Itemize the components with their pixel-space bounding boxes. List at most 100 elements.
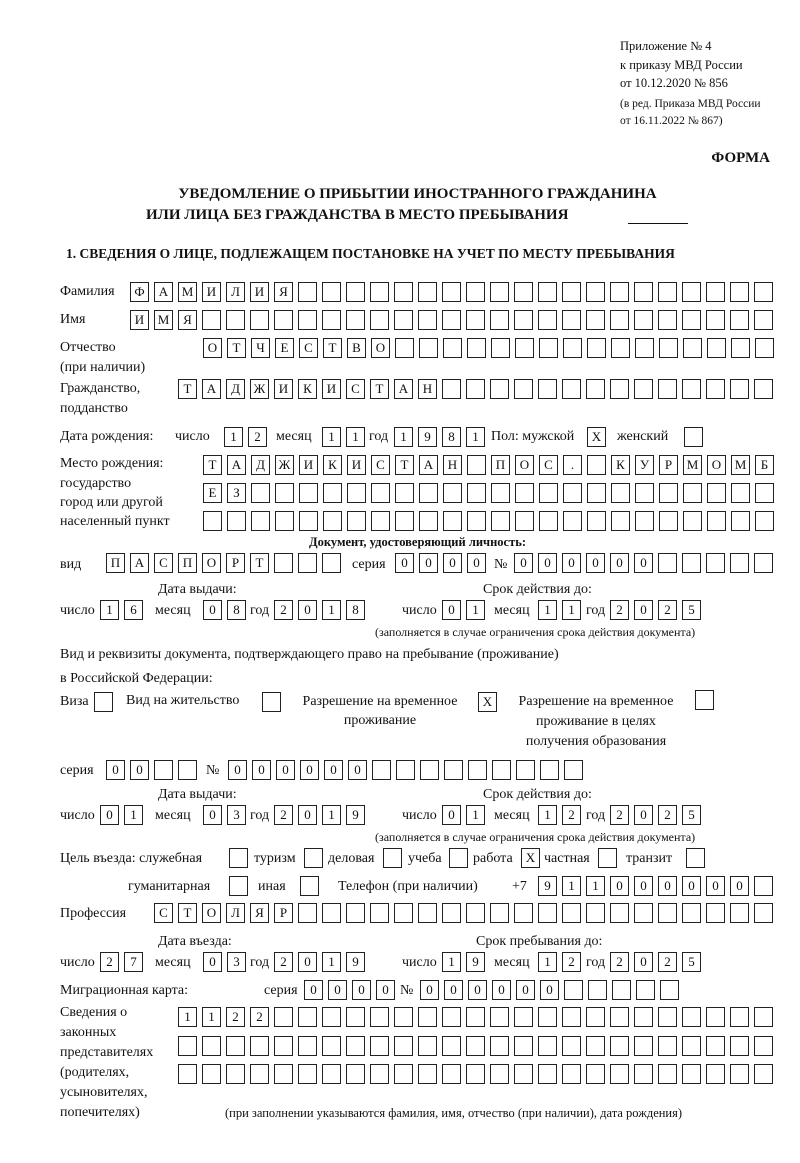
letter-box[interactable] (635, 338, 654, 358)
letter-box[interactable] (274, 553, 293, 573)
letter-box[interactable] (449, 848, 468, 868)
letter-box[interactable] (372, 760, 391, 780)
letter-box[interactable] (706, 379, 725, 399)
letter-box[interactable] (490, 310, 509, 330)
letter-box[interactable] (754, 282, 773, 302)
letter-box[interactable]: С (299, 338, 318, 358)
letter-box[interactable] (563, 483, 582, 503)
letter-box[interactable] (586, 282, 605, 302)
letter-box[interactable] (612, 980, 631, 1000)
letter-box[interactable]: И (250, 282, 269, 302)
letter-box[interactable] (610, 1007, 629, 1027)
letter-box[interactable] (514, 282, 533, 302)
letter-box[interactable]: 1 (322, 600, 341, 620)
letter-box[interactable] (468, 760, 487, 780)
letter-box[interactable] (538, 282, 557, 302)
letter-box[interactable] (707, 483, 726, 503)
letter-box[interactable] (394, 903, 413, 923)
letter-box[interactable] (370, 1036, 389, 1056)
letter-box[interactable] (394, 1064, 413, 1084)
letter-box[interactable]: 0 (682, 876, 701, 896)
letter-box[interactable]: 0 (203, 600, 222, 620)
letter-box[interactable] (394, 282, 413, 302)
letter-box[interactable] (611, 338, 630, 358)
letter-box[interactable] (730, 1064, 749, 1084)
letter-box[interactable] (707, 338, 726, 358)
letter-box[interactable] (492, 760, 511, 780)
letter-box[interactable]: 0 (730, 876, 749, 896)
letter-box[interactable]: О (515, 455, 534, 475)
letter-box[interactable] (514, 903, 533, 923)
letter-box[interactable] (394, 310, 413, 330)
letter-box[interactable] (587, 338, 606, 358)
letter-box[interactable] (304, 848, 323, 868)
letter-box[interactable] (682, 1007, 701, 1027)
letter-box[interactable] (418, 1007, 437, 1027)
letter-box[interactable] (322, 1036, 341, 1056)
letter-box[interactable] (755, 511, 774, 531)
letter-box[interactable] (322, 310, 341, 330)
letter-box[interactable] (491, 511, 510, 531)
letter-box[interactable]: Р (659, 455, 678, 475)
letter-box[interactable] (634, 310, 653, 330)
letter-box[interactable] (695, 690, 714, 710)
letter-box[interactable]: А (227, 455, 246, 475)
letter-box[interactable] (730, 1007, 749, 1027)
letter-box[interactable]: К (298, 379, 317, 399)
letter-box[interactable] (634, 379, 653, 399)
letter-box[interactable] (370, 903, 389, 923)
letter-box[interactable]: 0 (252, 760, 271, 780)
letter-box[interactable] (706, 1007, 725, 1027)
letter-box[interactable]: С (346, 379, 365, 399)
letter-box[interactable]: 0 (634, 876, 653, 896)
letter-box[interactable] (515, 511, 534, 531)
letter-box[interactable] (202, 1064, 221, 1084)
letter-box[interactable]: Р (226, 553, 245, 573)
letter-box[interactable] (587, 511, 606, 531)
letter-box[interactable] (490, 1007, 509, 1027)
letter-box[interactable] (347, 511, 366, 531)
letter-box[interactable] (564, 760, 583, 780)
letter-box[interactable] (635, 483, 654, 503)
letter-box[interactable]: X (478, 692, 497, 712)
letter-box[interactable] (466, 903, 485, 923)
letter-box[interactable] (418, 1064, 437, 1084)
letter-box[interactable]: Ф (130, 282, 149, 302)
letter-box[interactable]: С (154, 553, 173, 573)
letter-box[interactable]: О (371, 338, 390, 358)
letter-box[interactable] (227, 511, 246, 531)
letter-box[interactable] (322, 903, 341, 923)
letter-box[interactable]: 0 (706, 876, 725, 896)
letter-box[interactable]: 1 (466, 427, 485, 447)
letter-box[interactable] (539, 511, 558, 531)
letter-box[interactable] (442, 1064, 461, 1084)
letter-box[interactable]: 1 (466, 600, 485, 620)
letter-box[interactable] (755, 483, 774, 503)
letter-box[interactable] (394, 1007, 413, 1027)
letter-box[interactable] (658, 1007, 677, 1027)
letter-box[interactable] (586, 903, 605, 923)
letter-box[interactable]: 0 (634, 805, 653, 825)
letter-box[interactable] (226, 310, 245, 330)
letter-box[interactable] (682, 310, 701, 330)
letter-box[interactable] (514, 1007, 533, 1027)
letter-box[interactable] (274, 310, 293, 330)
letter-box[interactable]: 0 (298, 600, 317, 620)
letter-box[interactable] (731, 338, 750, 358)
letter-box[interactable]: 2 (562, 805, 581, 825)
letter-box[interactable] (203, 511, 222, 531)
letter-box[interactable] (491, 483, 510, 503)
letter-box[interactable]: М (154, 310, 173, 330)
letter-box[interactable] (730, 1036, 749, 1056)
letter-box[interactable]: М (178, 282, 197, 302)
letter-box[interactable]: 5 (682, 952, 701, 972)
letter-box[interactable]: О (202, 553, 221, 573)
letter-box[interactable]: 0 (276, 760, 295, 780)
letter-box[interactable]: 1 (394, 427, 413, 447)
letter-box[interactable] (346, 282, 365, 302)
letter-box[interactable]: 0 (540, 980, 559, 1000)
letter-box[interactable] (514, 1036, 533, 1056)
letter-box[interactable] (634, 1007, 653, 1027)
letter-box[interactable] (610, 1036, 629, 1056)
letter-box[interactable]: 0 (492, 980, 511, 1000)
